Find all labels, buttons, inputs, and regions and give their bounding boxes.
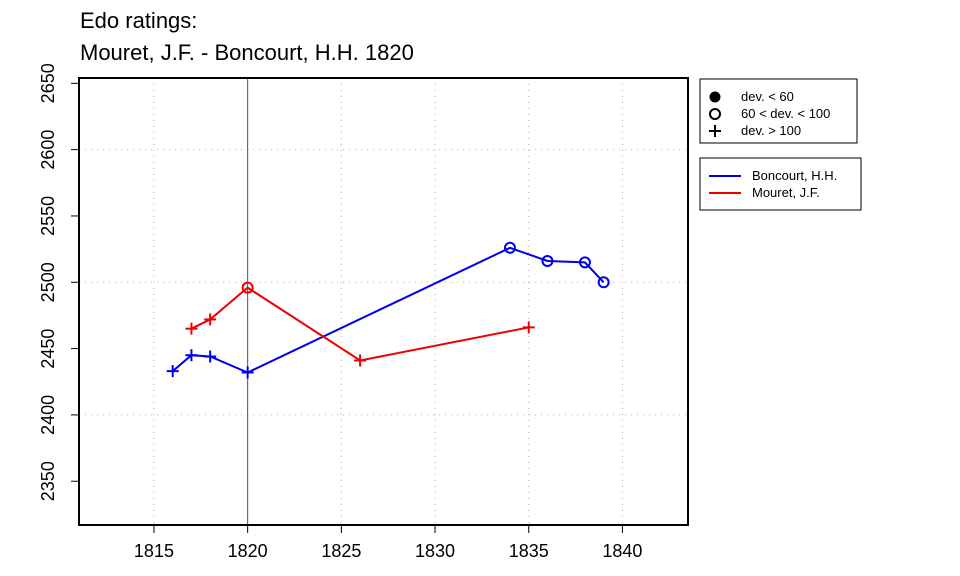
legend-symbol-label-0: dev. < 60	[741, 89, 794, 104]
data-point-1-4	[522, 321, 535, 334]
y-tick-label-2450: 2450	[38, 329, 58, 369]
x-tick-label-1830: 1830	[415, 541, 455, 561]
legend-symbol-open-circle	[709, 108, 721, 120]
x-tick-label-1840: 1840	[602, 541, 642, 561]
y-tick-label-2650: 2650	[38, 63, 58, 103]
data-point-0-0	[166, 365, 179, 378]
data-point-1-3	[354, 354, 367, 367]
data-point-0-6	[578, 256, 591, 269]
x-tick-label-1825: 1825	[321, 541, 361, 561]
x-tick-label-1820: 1820	[228, 541, 268, 561]
legend-symbol-filled-circle	[709, 91, 721, 103]
y-axis: 2350 2400 2450 2500 2550 2600 2650	[38, 63, 79, 501]
grid-layer	[79, 78, 688, 525]
data-point-1-0	[185, 322, 198, 335]
y-tick-label-2600: 2600	[38, 130, 58, 170]
symbol-legend: dev. < 60 60 < dev. < 100 dev. > 100	[699, 78, 858, 144]
x-tick-label-1815: 1815	[134, 541, 174, 561]
data-point-1-1	[204, 313, 217, 326]
y-tick-label-2350: 2350	[38, 461, 58, 501]
series-line-0	[172, 246, 605, 374]
chart-title-line-1: Edo ratings:	[80, 8, 197, 33]
data-point-0-3	[241, 366, 254, 379]
series-layer	[166, 241, 610, 379]
legend-series-label-1: Mouret, J.F.	[752, 185, 820, 200]
data-point-1-2	[241, 281, 254, 294]
series-legend: Boncourt, H.H. Mouret, J.F.	[699, 157, 862, 211]
data-point-0-4	[503, 241, 516, 254]
data-point-0-1	[185, 349, 198, 362]
legend-symbol-label-1: 60 < dev. < 100	[741, 106, 830, 121]
symbol-legend-box	[699, 78, 858, 144]
y-tick-label-2550: 2550	[38, 196, 58, 236]
x-axis: 1815 1820 1825 1830 1835 1840	[134, 525, 642, 561]
data-point-0-7	[597, 276, 610, 289]
chart-title-line-2: Mouret, J.F. - Boncourt, H.H. 1820	[80, 40, 414, 65]
series-legend-box	[699, 157, 862, 211]
data-point-0-2	[204, 350, 217, 363]
legend-series-label-0: Boncourt, H.H.	[752, 168, 837, 183]
y-tick-label-2500: 2500	[38, 262, 58, 302]
y-tick-label-2400: 2400	[38, 395, 58, 435]
plot-frame	[78, 77, 689, 526]
data-point-0-5	[541, 255, 554, 268]
legend-symbol-label-2: dev. > 100	[741, 123, 801, 138]
legend-symbol-plus	[709, 125, 721, 137]
series-line-1	[190, 286, 529, 362]
x-tick-label-1835: 1835	[509, 541, 549, 561]
